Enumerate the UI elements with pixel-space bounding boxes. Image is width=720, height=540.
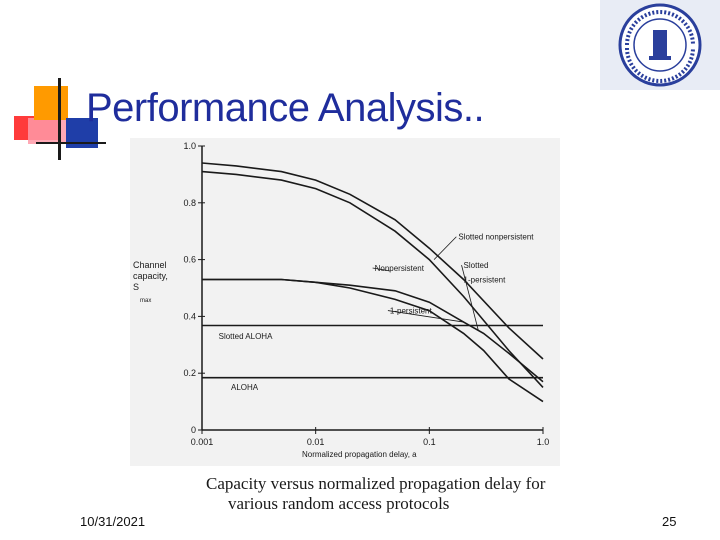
decor-horizontal-line [36,142,106,144]
annotation-label: Slotted [464,261,489,270]
slide-title: Performance Analysis.. [86,86,485,130]
annotation-label: ALOHA [231,383,259,392]
y-tick-label: 0 [191,425,196,435]
slide-date: 10/31/2021 [80,514,146,529]
capacity-chart: 0 0.2 0.4 0.6 0.8 1.0 0.001 0.01 0.1 1.0 Normalize… [133,141,550,459]
annotation-label: 1-persistent [390,307,433,316]
caption-line-2: various random access protocols [228,494,450,513]
annotation-label: Slotted nonpersistent [458,233,534,242]
x-tick-label: 1.0 [537,437,550,447]
annotation-pointer [387,310,464,323]
y-tick-label: 1.0 [183,141,196,151]
y-axis-label: S [133,282,139,292]
annotation-label: Slotted ALOHA [219,332,273,341]
series-line-slotted-nonpersistent [201,162,544,360]
decor-vertical-line [58,78,61,160]
y-axis-label: capacity, [133,271,168,281]
y-tick-label: 0.8 [183,198,196,208]
x-tick-label: 0.1 [423,437,436,447]
annotation-pointer [461,265,479,331]
y-axis-label-subscript: max [140,298,151,304]
y-tick-label: 0.6 [183,255,196,265]
y-axis-label: Channel [133,260,167,270]
annotation-label: Nonpersistent [375,264,425,273]
chart-caption: Capacity versus normalized propagation d… [206,474,566,514]
slide-number: 25 [662,514,677,529]
decor-orange-square [34,86,68,120]
y-tick-label: 0.4 [183,311,196,321]
annotation-label: 1-persistent [464,275,507,284]
x-tick-label: 0.001 [191,437,214,447]
x-tick-label: 0.01 [307,437,325,447]
series-line-1-persistent [202,278,544,403]
annotation-pointer [433,236,457,260]
caption-line-1: Capacity versus normalized propagation d… [206,474,546,493]
y-tick-label: 0.2 [183,368,196,378]
university-logo [600,0,720,90]
series-line-nonpersistent [201,170,544,388]
annotation-pointer [372,267,390,272]
x-axis-label: Normalized propagation delay, a [302,450,417,459]
